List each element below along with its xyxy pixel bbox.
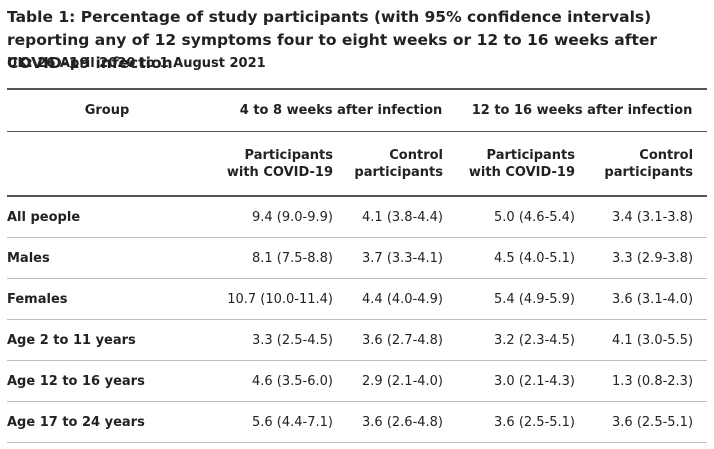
cell-4-8-control: 3.6 (2.7-4.8) [347, 319, 458, 361]
table-subtitle: UK: 26 April 2020 to 1 August 2021 [7, 56, 266, 71]
table-header: Group 4 to 8 weeks after infection 12 to… [7, 88, 708, 197]
table-row: Males 8.1 (7.5-8.8) 3.7 (3.3-4.1) 4.5 (4… [7, 237, 708, 279]
header-covid-12-16: Participants with COVID-19 [457, 131, 590, 197]
header-covid-line2: with COVID-19 [468, 164, 576, 180]
table-row: Age 12 to 16 years 4.6 (3.5-6.0) 2.9 (2.… [7, 360, 708, 402]
cell-12-16-control: 3.6 (3.1-4.0) [589, 278, 708, 320]
header-row-participants: Participants with COVID-19 Control partici… [7, 131, 708, 197]
header-control-line1: Control [639, 147, 694, 163]
header-row-periods: Group 4 to 8 weeks after infection 12 to… [7, 88, 708, 132]
header-period-4-8-weeks: 4 to 8 weeks after infection [225, 88, 458, 132]
cell-4-8-covid: 8.1 (7.5-8.8) [225, 237, 347, 279]
header-covid-line1: Participants [486, 147, 576, 163]
table-row: Females 10.7 (10.0-11.4) 4.4 (4.0-4.9) 5… [7, 278, 708, 320]
row-group-label: Age 2 to 11 years [7, 319, 225, 361]
row-group-label: Males [7, 237, 225, 279]
cell-12-16-covid: 5.0 (4.6-5.4) [457, 196, 590, 238]
row-group-label: All people [7, 196, 225, 238]
cell-12-16-covid: 3.0 (2.1-4.3) [457, 360, 590, 402]
cell-12-16-control: 1.3 (0.8-2.3) [589, 360, 708, 402]
header-control-4-8: Control participants [347, 131, 458, 197]
header-period-12-16-weeks: 12 to 16 weeks after infection [457, 88, 708, 132]
symptoms-table: Group 4 to 8 weeks after infection 12 to… [7, 88, 708, 443]
table-row: Age 17 to 24 years 5.6 (4.4-7.1) 3.6 (2.… [7, 401, 708, 443]
cell-4-8-covid: 3.3 (2.5-4.5) [225, 319, 347, 361]
cell-4-8-control: 3.7 (3.3-4.1) [347, 237, 458, 279]
header-control-line2: participants [354, 164, 444, 180]
header-covid-line1: Participants [244, 147, 333, 163]
header-covid-line2: with COVID-19 [226, 164, 333, 180]
cell-4-8-control: 2.9 (2.1-4.0) [347, 360, 458, 402]
cell-12-16-control: 3.4 (3.1-3.8) [589, 196, 708, 238]
header-control-line1: Control [389, 147, 444, 163]
table-title: Table 1: Percentage of study participant… [7, 8, 658, 72]
cell-4-8-covid: 9.4 (9.0-9.9) [225, 196, 347, 238]
table-row: Age 2 to 11 years 3.3 (2.5-4.5) 3.6 (2.7… [7, 319, 708, 361]
cell-4-8-control: 4.4 (4.0-4.9) [347, 278, 458, 320]
cell-12-16-covid: 3.2 (2.3-4.5) [457, 319, 590, 361]
row-group-label: Females [7, 278, 225, 320]
cell-12-16-control: 4.1 (3.0-5.5) [589, 319, 708, 361]
cell-4-8-control: 4.1 (3.8-4.4) [347, 196, 458, 238]
row-group-label: Age 17 to 24 years [7, 401, 225, 443]
header-control-12-16: Control participants [589, 131, 708, 197]
header-group: Group [7, 88, 225, 132]
cell-12-16-covid: 3.6 (2.5-5.1) [457, 401, 590, 443]
header-covid-4-8: Participants with COVID-19 [225, 131, 347, 197]
table-row: All people 9.4 (9.0-9.9) 4.1 (3.8-4.4) 5… [7, 196, 708, 238]
header-control-line2: participants [604, 164, 694, 180]
row-group-label: Age 12 to 16 years [7, 360, 225, 402]
cell-12-16-covid: 5.4 (4.9-5.9) [457, 278, 590, 320]
cell-4-8-control: 3.6 (2.6-4.8) [347, 401, 458, 443]
cell-12-16-control: 3.6 (2.5-5.1) [589, 401, 708, 443]
cell-4-8-covid: 5.6 (4.4-7.1) [225, 401, 347, 443]
cell-4-8-covid: 4.6 (3.5-6.0) [225, 360, 347, 402]
cell-4-8-covid: 10.7 (10.0-11.4) [225, 278, 347, 320]
cell-12-16-control: 3.3 (2.9-3.8) [589, 237, 708, 279]
header-empty-cell [7, 131, 225, 197]
table-body: All people 9.4 (9.0-9.9) 4.1 (3.8-4.4) 5… [7, 196, 708, 443]
cell-12-16-covid: 4.5 (4.0-5.1) [457, 237, 590, 279]
